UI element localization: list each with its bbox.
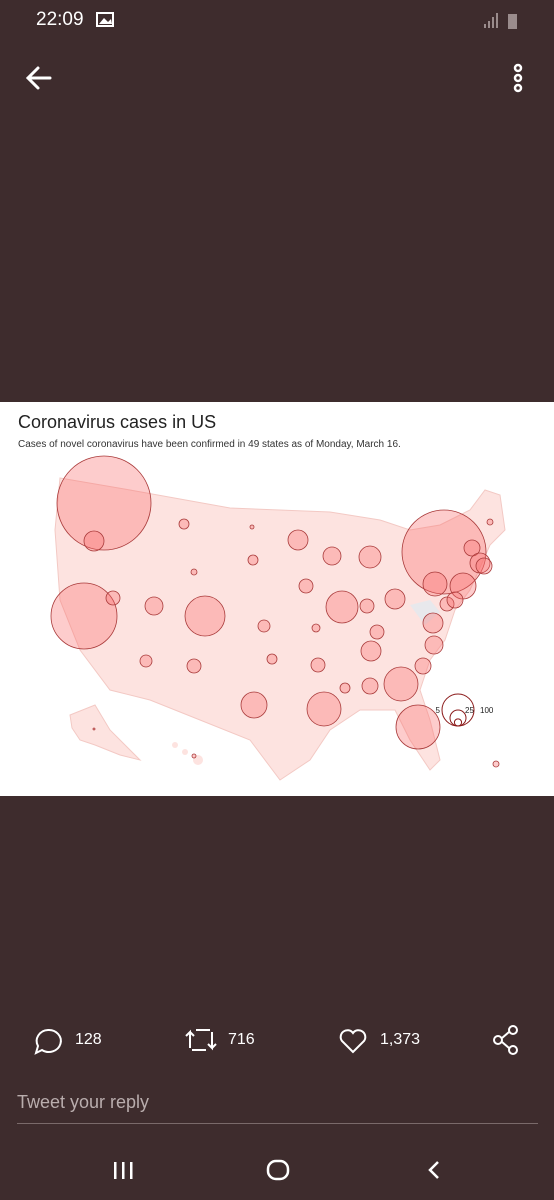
bubble bbox=[475, 557, 493, 575]
bubble bbox=[361, 677, 379, 695]
bubble bbox=[186, 658, 202, 674]
bubble bbox=[190, 568, 198, 576]
bubble bbox=[384, 588, 406, 610]
top-icons bbox=[25, 12, 523, 93]
bubble bbox=[424, 635, 444, 655]
case-bubbles bbox=[50, 455, 500, 768]
bubble bbox=[339, 682, 351, 694]
bubble bbox=[191, 753, 197, 759]
bubble bbox=[266, 653, 278, 665]
bubble bbox=[369, 624, 385, 640]
more-menu[interactable] bbox=[513, 63, 523, 93]
legend-circle bbox=[441, 693, 475, 727]
bubble bbox=[298, 578, 314, 594]
bubble bbox=[83, 530, 105, 552]
recent-apps[interactable] bbox=[114, 1162, 133, 1179]
chart-subtitle: Cases of novel coronavirus have been con… bbox=[18, 439, 401, 450]
bubble bbox=[492, 760, 500, 768]
bubble bbox=[486, 518, 494, 526]
bubble bbox=[322, 546, 342, 566]
bubble bbox=[414, 657, 432, 675]
bubble bbox=[439, 596, 455, 612]
legend-label: 25 bbox=[465, 706, 474, 715]
bubble bbox=[144, 596, 164, 616]
bubble bbox=[463, 539, 481, 557]
bubble bbox=[325, 590, 359, 624]
back-button[interactable] bbox=[25, 66, 52, 90]
bubble bbox=[247, 554, 259, 566]
bubble bbox=[383, 666, 419, 702]
bubble bbox=[50, 582, 118, 650]
bubble bbox=[311, 623, 321, 633]
bubble bbox=[360, 640, 382, 662]
legend-label: 5 bbox=[436, 706, 441, 715]
bubble bbox=[184, 595, 226, 637]
bubble bbox=[105, 590, 121, 606]
legend-circle bbox=[449, 709, 467, 727]
legend-circle bbox=[453, 718, 463, 727]
legend-label: 100 bbox=[480, 706, 494, 715]
bubble bbox=[240, 691, 268, 719]
share-button[interactable] bbox=[493, 1025, 518, 1055]
us-outline bbox=[54, 477, 506, 781]
reply-input[interactable]: Tweet your reply bbox=[17, 1092, 150, 1112]
bubble bbox=[422, 571, 448, 597]
like-count: 1,373 bbox=[380, 1031, 421, 1048]
chart-title: Coronavirus cases in US bbox=[18, 412, 217, 432]
bubble bbox=[92, 727, 96, 731]
home-button[interactable] bbox=[266, 1159, 290, 1181]
bubble bbox=[310, 657, 326, 673]
retweet-count: 716 bbox=[228, 1031, 255, 1048]
nav-back[interactable] bbox=[428, 1161, 439, 1179]
nav-bar bbox=[114, 1159, 439, 1181]
action-bar bbox=[34, 1025, 518, 1055]
bubble bbox=[139, 654, 153, 668]
bubble bbox=[287, 529, 309, 551]
bubble bbox=[257, 619, 271, 633]
alaska bbox=[69, 704, 142, 761]
gallery-icon bbox=[96, 12, 114, 27]
size-legend: 5 25 100 bbox=[436, 693, 494, 727]
input-underline bbox=[17, 1123, 538, 1124]
bubble bbox=[359, 598, 375, 614]
reply-count: 128 bbox=[75, 1031, 102, 1048]
bubble bbox=[395, 704, 441, 750]
bubble bbox=[358, 545, 382, 569]
bubble bbox=[422, 612, 444, 634]
reply-button[interactable] bbox=[34, 1028, 62, 1055]
status-time: 22:09 bbox=[36, 9, 84, 30]
bubble bbox=[306, 691, 342, 727]
retweet-button[interactable] bbox=[185, 1029, 217, 1051]
bubble bbox=[249, 524, 255, 530]
bubble bbox=[178, 518, 190, 530]
like-button[interactable] bbox=[339, 1029, 367, 1054]
bubble bbox=[56, 455, 152, 551]
us-map: 5 25 100 bbox=[50, 455, 506, 781]
bubble bbox=[446, 591, 464, 609]
